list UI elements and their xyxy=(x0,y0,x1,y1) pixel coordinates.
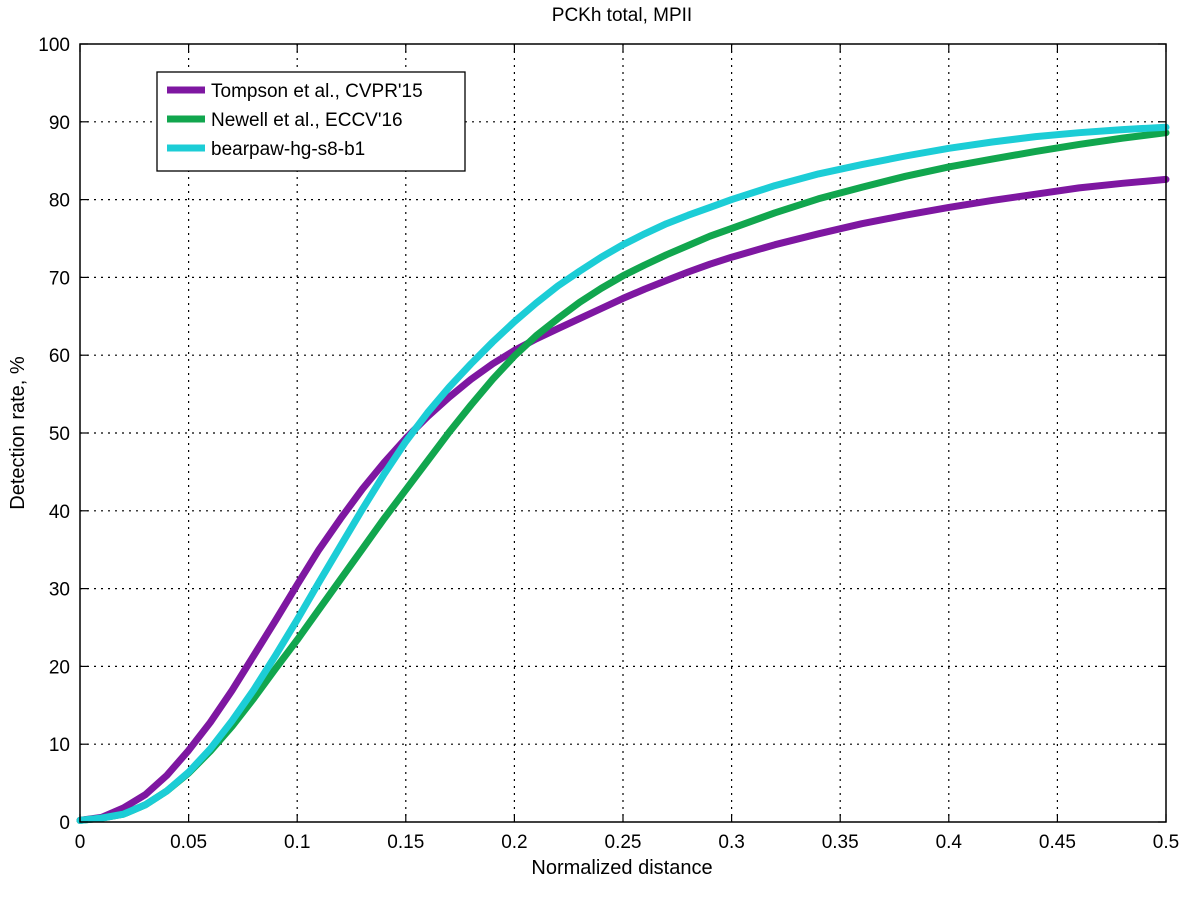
y-tick-label: 40 xyxy=(49,502,70,523)
series-layer xyxy=(76,123,1170,824)
y-tick-label: 0 xyxy=(59,813,70,834)
x-tick-label: 0.15 xyxy=(387,832,424,853)
y-tick-label: 100 xyxy=(38,35,70,56)
y-tick-label: 90 xyxy=(49,113,70,134)
y-tick-label: 20 xyxy=(49,657,70,678)
x-tick-label: 0.05 xyxy=(170,832,207,853)
x-tick-label: 0.35 xyxy=(822,832,859,853)
y-tick-label: 50 xyxy=(49,424,70,445)
legend-label: Newell et al., ECCV'16 xyxy=(211,110,403,131)
y-tick-label: 10 xyxy=(49,735,70,756)
legend-label: Tompson et al., CVPR'15 xyxy=(211,81,423,102)
y-tick-label: 80 xyxy=(49,191,70,212)
legend: Tompson et al., CVPR'15 Newell et al., EC… xyxy=(156,71,466,172)
y-axis-label: Detection rate, % xyxy=(7,356,29,510)
series-line-3 xyxy=(76,123,1170,824)
x-tick-label: 0.3 xyxy=(718,832,744,853)
series-line-1 xyxy=(76,175,1170,824)
x-axis-label: Normalized distance xyxy=(531,857,712,879)
x-tick-label: 0.5 xyxy=(1153,832,1179,853)
x-tick-label: 0.1 xyxy=(284,832,310,853)
x-tick-label: 0.45 xyxy=(1039,832,1076,853)
ticks: 0 0.05 0.1 0.15 0.2 0.25 0.3 0.35 0.4 0.45 0.5 0 10 2… xyxy=(38,35,1179,853)
legend-label: bearpaw-hg-s8-b1 xyxy=(211,139,365,160)
chart-title: PCKh total, MPII xyxy=(552,5,692,26)
legend-box xyxy=(156,71,466,172)
x-tick-label: 0.4 xyxy=(936,832,963,853)
y-tick-label: 30 xyxy=(49,580,70,601)
x-tick-label: 0 xyxy=(75,832,86,853)
y-tick-label: 70 xyxy=(49,268,70,289)
x-tick-label: 0.25 xyxy=(605,832,642,853)
y-tick-label: 60 xyxy=(49,346,70,367)
x-tick-label: 0.2 xyxy=(501,832,527,853)
